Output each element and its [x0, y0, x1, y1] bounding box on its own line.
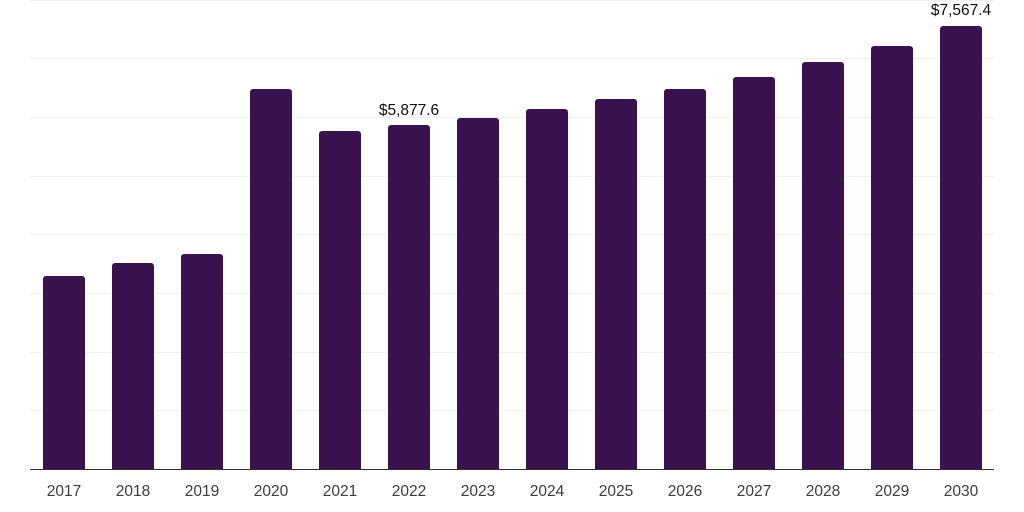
bar-cell-2017: [43, 0, 85, 470]
value-label-2030: $7,567.4: [930, 2, 992, 20]
bar-2029: [871, 45, 913, 470]
bar-2018: [112, 262, 154, 470]
bar-cell-2026: [664, 0, 706, 470]
bars-group: $5,877.6 $7,567.4: [30, 0, 994, 470]
bar-2025: [595, 99, 637, 470]
bar-cell-2025: [595, 0, 637, 470]
gridline-7000: [30, 58, 994, 60]
bar-cell-2018: [112, 0, 154, 470]
x-tick-label-2021: 2021: [322, 483, 358, 500]
bar-cell-2029: [871, 0, 913, 470]
bar-cell-2022: $5,877.6: [379, 0, 439, 470]
gridline-1000: [30, 410, 994, 412]
x-tick-label-2030: 2030: [943, 483, 979, 500]
x-tick-label-2028: 2028: [805, 483, 841, 500]
bar-2019: [181, 254, 223, 470]
gridline-3000: [30, 292, 994, 294]
x-tick-label-2024: 2024: [529, 483, 565, 500]
bar-2030: [940, 25, 982, 470]
bar-2028: [802, 62, 844, 470]
bar-2027: [733, 77, 775, 470]
bar-2020: [250, 89, 292, 470]
gridline-8000: [30, 0, 994, 1]
bar-cell-2024: [526, 0, 568, 470]
x-tick-label-2018: 2018: [115, 483, 151, 500]
bar-cell-2021: [319, 0, 361, 470]
bar-cell-2023: [457, 0, 499, 470]
bar-2021: [319, 130, 361, 470]
x-axis-labels: 2017 2018 2019 2020 2021 2022 2023 2024 2025 2026…: [30, 483, 994, 501]
x-tick-label-2029: 2029: [874, 483, 910, 500]
value-label-2022: $5,877.6: [378, 101, 440, 119]
x-tick-label-2025: 2025: [598, 483, 634, 500]
x-tick-label-2019: 2019: [184, 483, 220, 500]
bar-cell-2027: [733, 0, 775, 470]
x-tick-label-2022: 2022: [391, 483, 427, 500]
bar-2017: [43, 276, 85, 470]
x-tick-label-2020: 2020: [253, 483, 289, 500]
bar-2026: [664, 89, 706, 470]
bar-2023: [457, 117, 499, 470]
gridline-2000: [30, 351, 994, 353]
bar-2022: [388, 125, 430, 470]
x-axis-line: [30, 468, 994, 470]
x-tick-label-2023: 2023: [460, 483, 496, 500]
gridline-4000: [30, 234, 994, 236]
bar-cell-2020: [250, 0, 292, 470]
plot-area: $5,877.6 $7,567.4: [30, 0, 994, 470]
x-tick-label-2017: 2017: [46, 483, 82, 500]
gridline-5000: [30, 175, 994, 177]
gridline-6000: [30, 116, 994, 118]
bar-2024: [526, 109, 568, 470]
bar-cell-2019: [181, 0, 223, 470]
x-tick-label-2026: 2026: [667, 483, 703, 500]
bar-cell-2028: [802, 0, 844, 470]
bar-cell-2030: $7,567.4: [931, 0, 991, 470]
x-tick-label-2027: 2027: [736, 483, 772, 500]
